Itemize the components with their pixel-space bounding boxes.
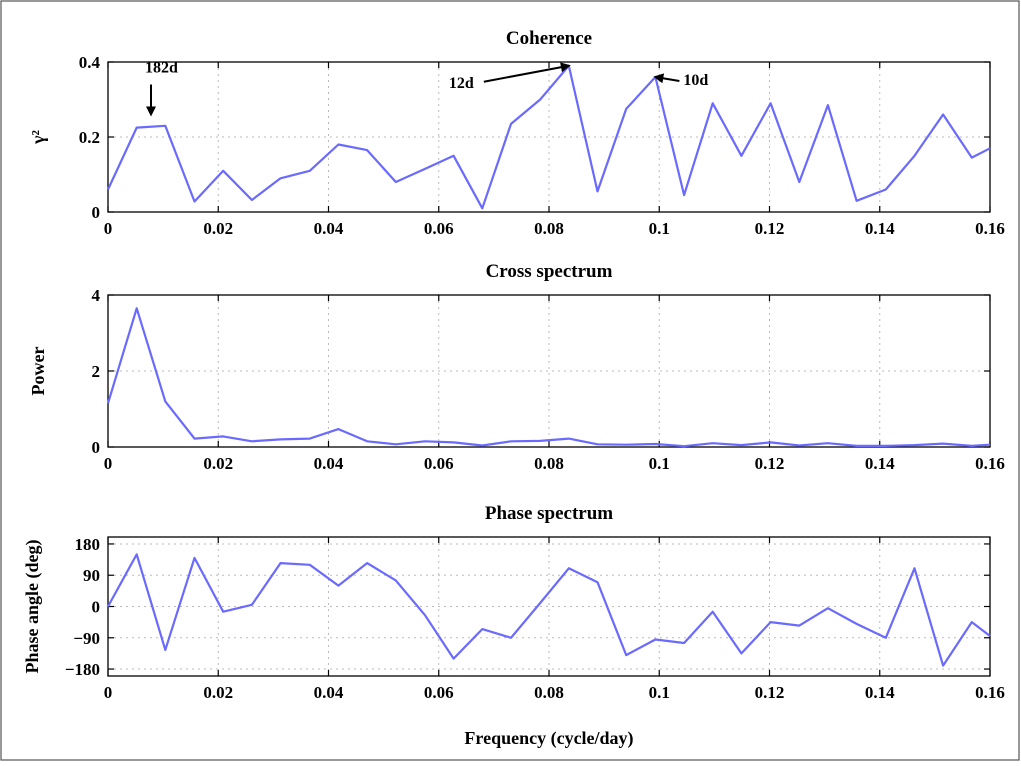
annotation-label: 12d: [449, 75, 474, 92]
x-tick-label: 0.1: [649, 454, 670, 473]
x-axis-label: Frequency (cycle/day): [464, 728, 633, 749]
x-tick-label: 0.02: [203, 219, 233, 238]
y-axis-label: Phase angle (deg): [22, 540, 43, 674]
annotation-label: 182d: [145, 60, 178, 77]
y-tick-label: −180: [65, 660, 100, 679]
y-axis-label: γ²: [28, 130, 48, 145]
x-tick-label: 0.12: [755, 219, 785, 238]
x-tick-label: 0.08: [534, 454, 564, 473]
x-tick-label: 0.12: [755, 454, 785, 473]
x-tick-label: 0.14: [865, 454, 895, 473]
panel-title: Phase spectrum: [485, 503, 613, 524]
annotation-arrow: [483, 62, 571, 83]
x-tick-label: 0.06: [424, 219, 454, 238]
x-tick-label: 0.06: [424, 454, 454, 473]
y-tick-label: 0.2: [79, 128, 100, 147]
x-tick-label: 0.16: [975, 683, 1005, 702]
plot-frame: [107, 294, 991, 448]
x-tick-label: 0.08: [534, 219, 564, 238]
x-tick-label: 0.04: [314, 454, 344, 473]
panel-phase-spectrum: 0 0.02 0.04 0.06 0.08 0.1 0.12 0.14 0.16 180 90 0 −9…: [22, 503, 1005, 749]
x-tick-label: 0.16: [975, 219, 1005, 238]
x-tick-label: 0.04: [314, 219, 344, 238]
x-tick-label: 0.04: [314, 683, 344, 702]
x-tick-label: 0.06: [424, 683, 454, 702]
x-tick-label: 0.02: [203, 683, 233, 702]
series-line: [107, 64, 991, 210]
annotation-label: 10d: [683, 72, 708, 89]
x-tick-label: 0: [104, 454, 113, 473]
x-tick-label: 0.08: [534, 683, 564, 702]
x-tick-label: 0: [104, 683, 113, 702]
y-tick-label: 4: [92, 286, 101, 305]
y-tick-label: 0: [92, 438, 101, 457]
annotation-arrow: [653, 73, 680, 84]
x-tick-label: 0.02: [203, 454, 233, 473]
y-axis-label: Power: [28, 347, 48, 396]
panel-title: Cross spectrum: [486, 261, 613, 282]
panel-title: Coherence: [506, 28, 592, 49]
x-tick-label: 0: [104, 219, 113, 238]
panel-cross-spectrum: 0 0.02 0.04 0.06 0.08 0.1 0.12 0.14 0.16 0 2 4 Cross…: [28, 261, 1005, 473]
x-tick-label: 0.16: [975, 454, 1005, 473]
plot-frame: [107, 61, 991, 213]
y-tick-label: 0: [92, 203, 101, 222]
x-tick-label: 0.1: [649, 219, 670, 238]
y-tick-label: 0: [92, 598, 101, 617]
y-tick-label: 90: [83, 566, 100, 585]
x-tick-label: 0.1: [649, 683, 670, 702]
panel-coherence: 0 0.02 0.04 0.06 0.08 0.1 0.12 0.14 0.16 0 0.2 0.4 C…: [28, 28, 1005, 238]
x-tick-label: 0.12: [755, 683, 785, 702]
y-tick-label: 0.4: [79, 53, 101, 72]
series-line: [106, 307, 991, 448]
x-tick-label: 0.14: [865, 219, 895, 238]
x-tick-label: 0.14: [865, 683, 895, 702]
y-tick-label: −90: [73, 629, 100, 648]
y-tick-label: 2: [92, 362, 101, 381]
series-line: [107, 553, 991, 667]
y-tick-label: 180: [75, 535, 101, 554]
